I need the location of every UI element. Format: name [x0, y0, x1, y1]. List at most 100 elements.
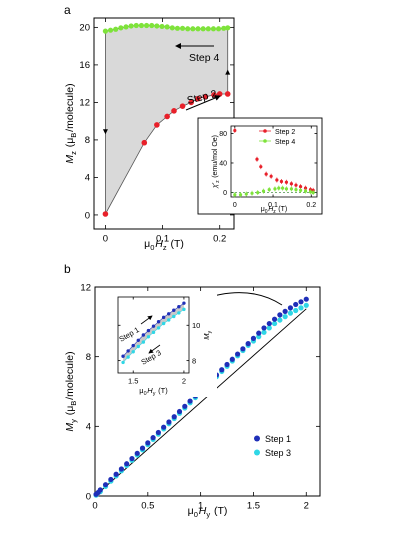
- step3-point: [156, 326, 161, 330]
- y-axis-label: My (μB /molecule): [64, 351, 78, 431]
- step4-point: [179, 25, 186, 31]
- step3-arrow: [148, 344, 161, 354]
- step1-point: [271, 316, 278, 322]
- step4-point: [113, 26, 119, 32]
- y-tick-label: 0: [85, 210, 90, 221]
- step2-point: [298, 185, 303, 189]
- step2-point: [294, 183, 298, 187]
- step3-point: [146, 335, 151, 339]
- y-tick-label: 80: [219, 131, 227, 138]
- y-tick-label: 10: [192, 321, 200, 330]
- step4-point: [277, 186, 281, 190]
- y-axis-label: Mz (μB /molecule): [64, 83, 78, 163]
- step3-point: [277, 317, 283, 323]
- step1-point: [141, 333, 146, 337]
- step2-point: [259, 165, 263, 169]
- inset-x-label: μ0 Hz (T): [261, 206, 288, 215]
- y-tick-label: 0: [223, 190, 227, 197]
- step4-point: [233, 193, 237, 197]
- step3-point: [282, 314, 288, 320]
- inset-band: [123, 303, 184, 363]
- step3-point: [141, 340, 146, 344]
- step4-point: [143, 22, 150, 29]
- plot-frame: [117, 296, 190, 374]
- step1-point: [171, 414, 177, 420]
- x-tick-label: 1.5: [247, 501, 260, 512]
- step1-point: [303, 296, 309, 302]
- step2-arrow: [185, 95, 221, 111]
- step4-point: [210, 26, 217, 32]
- step3-point: [126, 355, 130, 359]
- step1-point: [224, 361, 230, 368]
- y-tick-label: 8: [86, 352, 91, 363]
- step4-point: [200, 26, 206, 32]
- x-tick-label: 0: [92, 501, 97, 512]
- step2-point: [255, 157, 259, 161]
- y-tick-label: 40: [219, 160, 227, 167]
- panel-a-inset: 0 0.1 0.2 0 40 80 Step 2 Step 4 μ0 Hz (T) χ'z (em…: [197, 117, 323, 215]
- step1-point: [250, 335, 257, 341]
- step3-point: [131, 350, 135, 354]
- step3-point: [167, 318, 171, 322]
- step4-point: [128, 23, 134, 29]
- step4-point: [123, 24, 129, 30]
- step4-point: [138, 22, 145, 29]
- step4-point: [205, 26, 211, 32]
- step4-point: [244, 192, 248, 196]
- y-tick-label: 8: [85, 135, 90, 146]
- plot-frame: [94, 286, 321, 497]
- panel-label-b: b: [64, 262, 71, 276]
- step2-point: [154, 122, 160, 128]
- step4-point: [273, 187, 277, 191]
- step2-point: [275, 178, 279, 182]
- step4-point: [267, 188, 271, 192]
- step2-point: [164, 113, 170, 120]
- step4-point: [256, 190, 260, 195]
- step4-point: [294, 188, 298, 192]
- step3-point: [177, 311, 181, 315]
- step3-point: [121, 360, 125, 365]
- step1-point: [121, 354, 125, 358]
- step2-point: [195, 95, 201, 102]
- x-axis-label: μ0 Hz (T): [144, 238, 184, 252]
- step4-point: [250, 191, 254, 195]
- legend-marker: [254, 449, 260, 456]
- y-tick-label: 12: [80, 282, 91, 293]
- step1-point: [240, 346, 246, 352]
- step1-point: [161, 315, 166, 320]
- step1-point: [287, 305, 294, 311]
- step1-point: [108, 476, 114, 483]
- step1-point: [124, 461, 130, 467]
- step4-point: [303, 189, 308, 193]
- step1-point: [97, 487, 103, 493]
- step1-point: [150, 435, 156, 441]
- legend-marker: [263, 129, 267, 133]
- y-tick-label: 16: [79, 60, 90, 71]
- step4-point: [238, 193, 243, 197]
- step1-point: [126, 349, 130, 353]
- step1-point: [235, 351, 241, 357]
- step1-point: [102, 482, 109, 488]
- x-tick-label: 0.1: [268, 202, 278, 209]
- arrow-down-left: [102, 129, 108, 135]
- step4-point: [284, 187, 289, 191]
- legend-label: Step 1: [265, 434, 291, 444]
- step4-point: [102, 28, 109, 34]
- step1-point: [172, 308, 176, 312]
- x-tick-label: 0.2: [306, 202, 316, 209]
- x-tick-label: 0.1: [156, 234, 169, 245]
- x-tick-label: 2: [182, 377, 186, 386]
- y-tick-label: 0: [86, 491, 91, 502]
- step1-point: [145, 440, 151, 446]
- arrow-up-right: [225, 69, 231, 75]
- step1-point: [229, 356, 235, 362]
- step1-point: [131, 343, 135, 348]
- legend-marker: [254, 435, 260, 442]
- step3-point: [303, 302, 309, 308]
- step1-point: [282, 308, 288, 314]
- inset-background: [105, 292, 217, 397]
- step2-point: [141, 139, 148, 146]
- step4-annotation: Step 4: [189, 52, 220, 64]
- step2-point: [171, 108, 177, 114]
